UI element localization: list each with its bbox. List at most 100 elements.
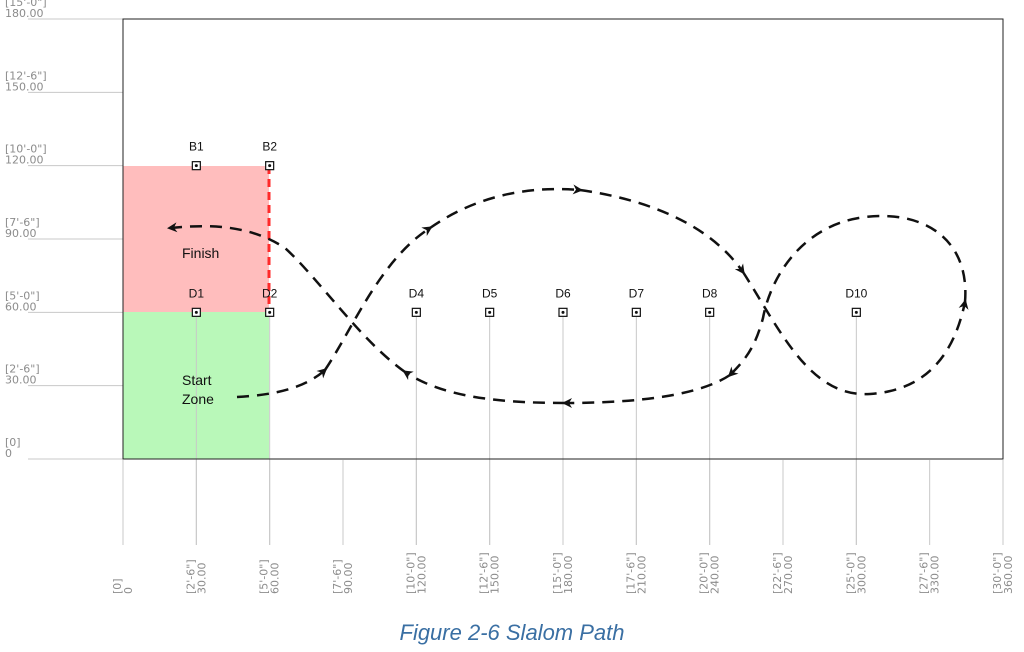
marker-label: D1 [189, 286, 205, 300]
marker-b1: B1 [189, 140, 204, 171]
figure-caption: Figure 2-6 Slalom Path [399, 620, 625, 645]
x-tick-ft-label: [15'-0"] [551, 552, 564, 594]
marker-dot-icon [488, 310, 492, 314]
x-tick-ft-label: [10'-0"] [404, 552, 417, 594]
path-segment-start [236, 367, 328, 399]
marker-dot-icon [194, 310, 198, 314]
finish-zone [123, 166, 269, 312]
axis-labels: [15'-0"]180.00[12'-6"]150.00[10'-0"]120.… [5, 0, 1015, 594]
x-tick-label-group: [12'-6"]150.00 [478, 552, 502, 594]
path-segment-return-2 [402, 370, 566, 405]
y-tick-value-label: 90.00 [5, 227, 37, 240]
y-tick-ft-label: [0] [5, 436, 21, 449]
x-tick-label-group: [2'-6"]30.00 [184, 559, 208, 594]
y-tick-value-label: 120.00 [5, 154, 44, 167]
x-tick-label-group: [0]0 [111, 578, 135, 594]
x-tick-label-group: [25'-0"]300.00 [844, 552, 868, 594]
marker-d8: D8 [702, 286, 718, 317]
x-tick-value-label: 360.00 [1002, 556, 1015, 595]
marker-d4: D4 [409, 286, 425, 317]
y-tick-value-label: 30.00 [5, 374, 37, 387]
x-tick-value-label: 180.00 [562, 556, 575, 595]
x-tick-value-label: 60.00 [269, 563, 282, 595]
x-tick-label-group: [7'-6"]90.00 [331, 559, 355, 594]
x-tick-ft-label: [25'-0"] [844, 552, 857, 594]
marker-dot-icon [854, 310, 858, 314]
marker-d5: D5 [482, 286, 498, 317]
x-tick-label-group: [10'-0"]120.00 [404, 552, 428, 594]
x-tick-value-label: 300.00 [855, 556, 868, 595]
marker-dot-icon [561, 310, 565, 314]
path-segment-loop-out [741, 271, 969, 396]
x-tick-label-group: [30'-0"]360.00 [991, 552, 1015, 594]
x-tick-value-label: 90.00 [342, 563, 355, 595]
x-tick-value-label: 120.00 [415, 556, 428, 595]
x-tick-value-label: 30.00 [195, 563, 208, 595]
path-segment-finish [167, 222, 406, 374]
y-tick-value-label: 150.00 [5, 80, 44, 93]
x-tick-value-label: 150.00 [489, 556, 502, 595]
marker-dot-icon [194, 164, 198, 168]
marker-b2: B2 [262, 140, 277, 171]
y-tick-ft-label: [12'-6"] [5, 69, 47, 82]
field-boundary [122, 18, 1004, 460]
x-tick-value-label: 330.00 [929, 556, 942, 595]
marker-label: D2 [262, 286, 278, 300]
marker-dot-icon [708, 310, 712, 314]
x-tick-value-label: 270.00 [782, 556, 795, 595]
marker-dot-icon [268, 164, 272, 168]
x-tick-value-label: 240.00 [709, 556, 722, 595]
x-tick-label-group: [20'-0"]240.00 [698, 552, 722, 594]
slalom-path [167, 184, 969, 408]
x-tick-label-group: [5'-0"]60.00 [258, 559, 282, 594]
marker-label: D8 [702, 286, 718, 300]
start-label-line2: Zone [182, 391, 214, 407]
start-label-line1: Start [182, 372, 212, 388]
x-tick-ft-label: [2'-6"] [184, 559, 197, 594]
marker-label: D4 [409, 286, 425, 300]
marker-dot-icon [268, 310, 272, 314]
marker-dot-icon [414, 310, 418, 314]
x-tick-ft-label: [7'-6"] [331, 559, 344, 594]
marker-d1: D1 [189, 286, 205, 317]
x-tick-ft-label: [27'-6"] [918, 552, 931, 594]
marker-dot-icon [634, 310, 638, 314]
x-tick-label-group: [15'-0"]180.00 [551, 552, 575, 594]
x-tick-ft-label: [17'-6"] [624, 552, 637, 594]
x-tick-ft-label: [30'-0"] [991, 552, 1004, 594]
x-tick-ft-label: [0] [111, 578, 124, 594]
y-tick-ft-label: [2'-6"] [5, 363, 40, 376]
x-tick-value-label: 0 [122, 587, 135, 594]
path-segment-rise [323, 226, 433, 371]
marker-label: D6 [555, 286, 571, 300]
marker-label: B2 [262, 140, 277, 154]
y-tick-value-label: 0 [5, 447, 12, 460]
marker-label: D7 [629, 286, 645, 300]
marker-label: B1 [189, 140, 204, 154]
marker-label: D10 [845, 286, 867, 300]
y-tick-value-label: 60.00 [5, 300, 37, 313]
markers: B1 B2 D1 D2 D4 D5 D6 D7 D8 D10 [189, 140, 868, 317]
y-tick-ft-label: [15'-0"] [5, 0, 47, 9]
x-tick-label-group: [22'-6"]270.00 [771, 552, 795, 594]
marker-label: D5 [482, 286, 498, 300]
marker-d6: D6 [555, 286, 571, 317]
path-segment-loop-top [727, 214, 967, 378]
y-tick-value-label: 180.00 [5, 7, 44, 20]
x-tick-value-label: 210.00 [635, 556, 648, 595]
finish-label: Finish [182, 245, 219, 261]
path-segment-descent [579, 188, 745, 275]
marker-d2: D2 [262, 286, 278, 317]
grid-lines [28, 18, 1004, 545]
x-tick-ft-label: [12'-6"] [478, 552, 491, 594]
marker-d10: D10 [845, 286, 868, 317]
path-segment-return [562, 373, 731, 408]
y-tick-ft-label: [7'-6"] [5, 216, 40, 229]
x-tick-label-group: [17'-6"]210.00 [624, 552, 648, 594]
x-tick-ft-label: [20'-0"] [698, 552, 711, 594]
x-tick-ft-label: [5'-0"] [258, 559, 271, 594]
y-tick-ft-label: [10'-0"] [5, 143, 47, 156]
path-segment-top [429, 184, 583, 230]
marker-d7: D7 [629, 286, 645, 317]
